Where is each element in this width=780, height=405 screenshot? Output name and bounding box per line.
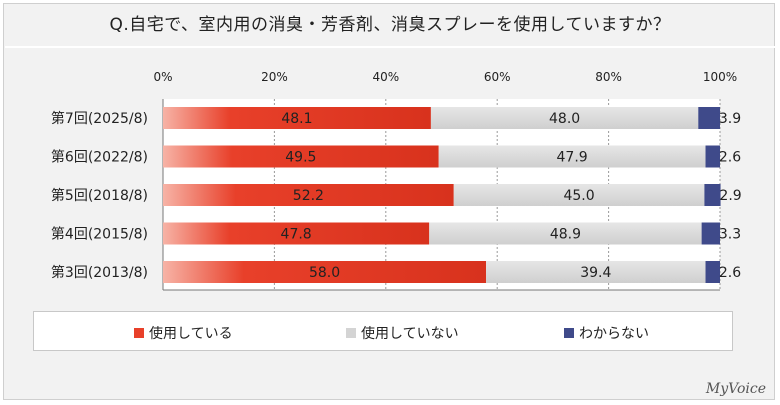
bar-not-using bbox=[429, 222, 702, 245]
bar-using bbox=[163, 261, 487, 283]
bar-using bbox=[163, 222, 430, 245]
bar-unknown bbox=[705, 261, 720, 283]
data-label-using: 49.5 bbox=[285, 150, 316, 166]
category-label: 第4回(2015/8) bbox=[51, 226, 148, 243]
data-label-using: 58.0 bbox=[309, 265, 340, 281]
category-label: 第3回(2013/8) bbox=[51, 264, 148, 281]
x-tick-label: 60% bbox=[484, 70, 511, 84]
bar-not-using bbox=[430, 107, 699, 129]
legend-label-using: 使用している bbox=[149, 326, 233, 342]
bar-not-using bbox=[453, 184, 705, 206]
chart-title: Q.自宅で、室内用の消臭・芳香剤、消臭スプレーを使用していますか？ bbox=[109, 15, 671, 35]
category-label: 第6回(2022/8) bbox=[51, 149, 148, 166]
data-label-unknown: 3.3 bbox=[719, 227, 741, 243]
data-label-not-using: 45.0 bbox=[563, 188, 594, 204]
legend-item-using: 使用している bbox=[134, 323, 233, 343]
data-label-unknown: 2.9 bbox=[719, 188, 741, 204]
x-tick-label: 40% bbox=[372, 70, 399, 84]
legend-swatch-using bbox=[134, 328, 144, 338]
bar-unknown bbox=[705, 145, 720, 168]
x-tick-label: 0% bbox=[153, 70, 172, 84]
bar-unknown bbox=[704, 184, 721, 206]
data-label-not-using: 39.4 bbox=[580, 265, 611, 281]
legend-item-unknown: わからない bbox=[564, 323, 649, 343]
data-label-not-using: 48.9 bbox=[550, 227, 581, 243]
data-label-unknown: 2.6 bbox=[719, 150, 741, 166]
data-label-not-using: 47.9 bbox=[557, 150, 588, 166]
legend-label-not-using: 使用していない bbox=[361, 326, 459, 342]
data-label-using: 52.2 bbox=[293, 188, 324, 204]
legend-swatch-not-using bbox=[346, 328, 356, 338]
bar-not-using bbox=[438, 145, 706, 168]
data-label-using: 47.8 bbox=[281, 227, 312, 243]
category-label: 第5回(2018/8) bbox=[51, 187, 148, 204]
legend: 使用している 使用していない わからない bbox=[33, 311, 733, 351]
x-tick-label: 100% bbox=[703, 70, 737, 84]
x-tick-label: 20% bbox=[261, 70, 288, 84]
brand-logo: MyVoice bbox=[705, 381, 766, 397]
bar-using bbox=[163, 145, 439, 168]
bar-using bbox=[163, 107, 431, 129]
x-tick-label: 80% bbox=[595, 70, 622, 84]
data-label-unknown: 2.6 bbox=[719, 265, 741, 281]
title-divider bbox=[5, 46, 775, 48]
legend-item-not-using: 使用していない bbox=[346, 323, 459, 343]
bar-unknown bbox=[698, 107, 720, 129]
bar-unknown bbox=[701, 222, 720, 245]
bar-using bbox=[163, 184, 454, 206]
data-label-using: 48.1 bbox=[281, 111, 312, 127]
bar-not-using bbox=[486, 261, 706, 283]
legend-swatch-unknown bbox=[564, 328, 574, 338]
legend-label-unknown: わからない bbox=[579, 326, 649, 342]
data-label-not-using: 48.0 bbox=[549, 111, 580, 127]
category-label: 第7回(2025/8) bbox=[51, 110, 148, 127]
plot-area: 0% 20% 40% 60% 80% 100% 第7回(2025/8) 48.1 48.0 3.9… bbox=[51, 70, 742, 291]
data-label-unknown: 3.9 bbox=[719, 111, 741, 127]
